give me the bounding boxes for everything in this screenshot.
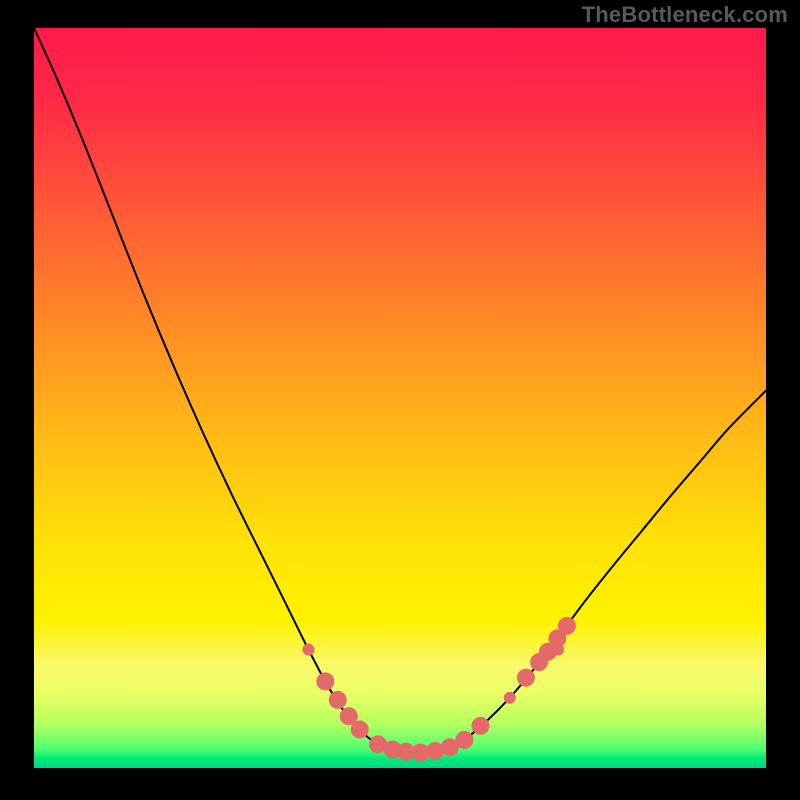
plot-area	[34, 28, 766, 768]
chart-root: TheBottleneck.com	[0, 0, 800, 800]
data-point-marker	[351, 721, 369, 739]
plot-background	[34, 28, 766, 768]
plot-svg	[34, 28, 766, 768]
data-point-marker	[504, 692, 516, 704]
data-point-marker	[517, 669, 535, 687]
data-point-marker	[455, 731, 473, 749]
data-point-marker	[472, 717, 490, 735]
data-point-marker	[316, 672, 334, 690]
data-point-marker	[329, 691, 347, 709]
data-point-marker	[558, 617, 576, 635]
watermark-text: TheBottleneck.com	[582, 2, 788, 28]
data-point-marker	[303, 644, 315, 656]
data-point-marker	[552, 644, 564, 656]
